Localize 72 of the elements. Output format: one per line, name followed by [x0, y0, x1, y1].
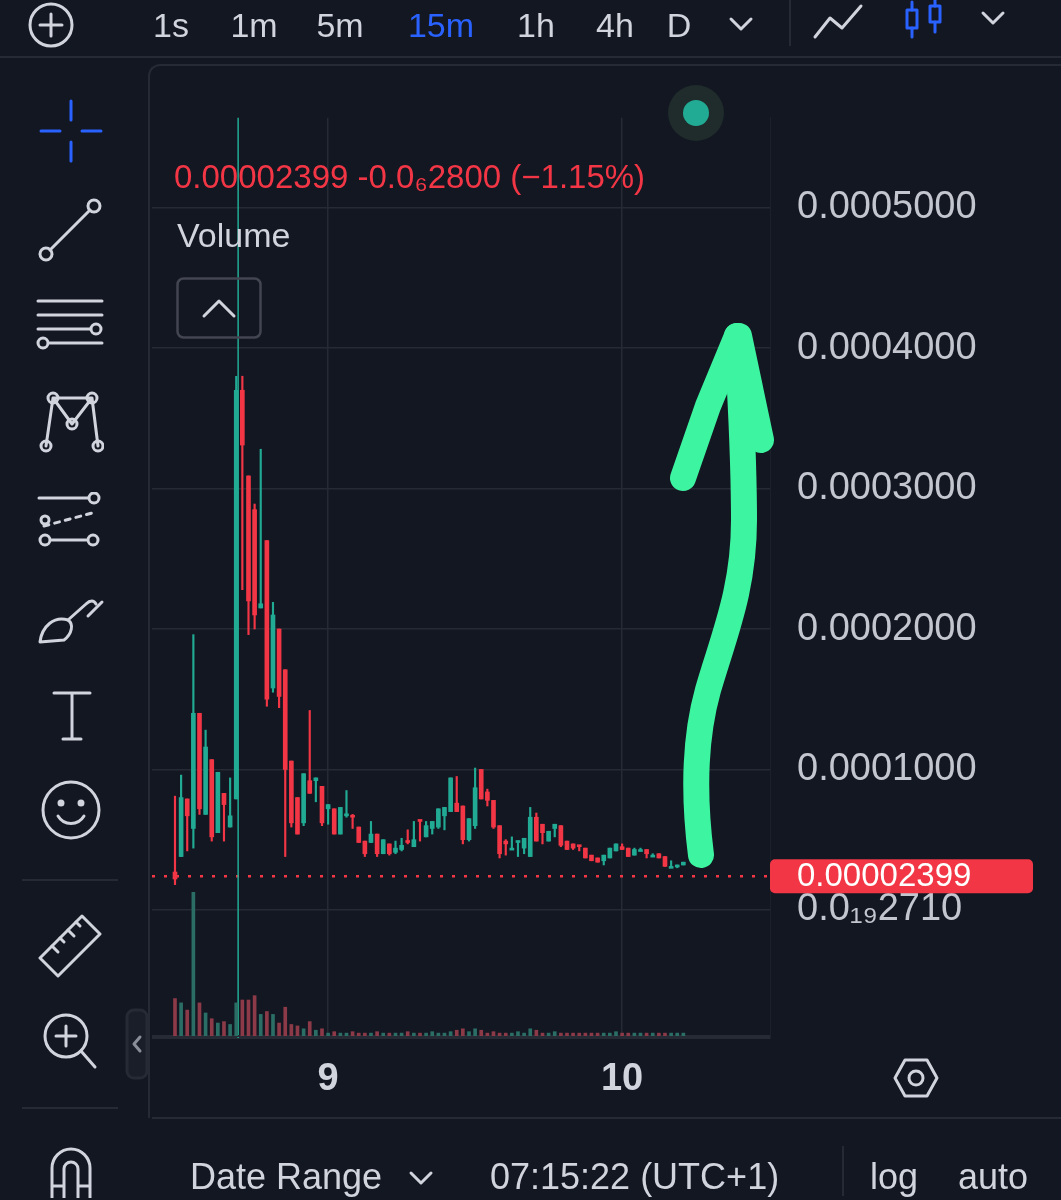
- bar: [552, 1031, 557, 1036]
- bar: [375, 1031, 379, 1036]
- bar: [430, 1031, 435, 1036]
- bar: [320, 1028, 324, 1036]
- bar: [418, 1032, 422, 1036]
- bar: [228, 1024, 232, 1036]
- bar: [614, 1031, 618, 1036]
- bar: [454, 1029, 459, 1036]
- bar: [669, 1032, 673, 1036]
- bar: [675, 1032, 680, 1036]
- bar: [571, 1032, 575, 1036]
- bar: [503, 1032, 508, 1036]
- x-tick-label: 9: [317, 1056, 339, 1099]
- text: D: [666, 6, 692, 46]
- bar: [601, 1032, 606, 1036]
- candlestick: [258, 448, 264, 609]
- bar: [620, 1032, 624, 1036]
- bar: [467, 1031, 471, 1036]
- bar: [332, 1031, 337, 1036]
- text: 1s: [153, 6, 189, 46]
- bar: [326, 1032, 330, 1036]
- bar: [363, 1032, 367, 1036]
- bar: [650, 1032, 655, 1036]
- text: 1h: [517, 6, 555, 46]
- text: 4h: [596, 6, 634, 46]
- bar: [559, 1032, 563, 1036]
- bar: [479, 1029, 484, 1036]
- bar: [271, 1014, 275, 1036]
- y-tick-label: 0.0004000: [797, 324, 977, 367]
- bar: [234, 1002, 239, 1036]
- bar: [626, 1032, 631, 1036]
- bar: [369, 1032, 373, 1036]
- bar: [522, 1032, 526, 1036]
- text: 07:15:22 (UTC+1): [490, 1156, 780, 1198]
- bar: [528, 1028, 533, 1036]
- bar: [314, 1029, 318, 1036]
- bar: [473, 1028, 477, 1036]
- text: 15m: [407, 6, 475, 46]
- bar: [461, 1028, 465, 1036]
- y-tick-label: 0.0003000: [797, 465, 977, 508]
- bar: [565, 1032, 569, 1036]
- bar: [663, 1032, 667, 1036]
- bar: [516, 1031, 520, 1036]
- bar: [577, 1032, 582, 1036]
- text: 5m: [316, 6, 364, 46]
- y-tick-label: 0.0002000: [797, 605, 977, 648]
- bar: [657, 1032, 661, 1036]
- bar: [510, 1032, 514, 1036]
- bar: [277, 1022, 281, 1036]
- x-tick-label: 10: [600, 1056, 644, 1099]
- bar: [265, 1011, 269, 1036]
- bar: [222, 1021, 226, 1036]
- bar: [307, 1021, 312, 1036]
- bar: [356, 1032, 361, 1036]
- bar: [412, 1032, 416, 1036]
- bar: [283, 1006, 288, 1036]
- bar: [179, 1002, 183, 1036]
- bar: [185, 1009, 190, 1036]
- bar: [258, 1014, 263, 1036]
- text: auto: [958, 1156, 1029, 1198]
- bar: [405, 1031, 410, 1036]
- bar: [216, 1022, 220, 1036]
- y-tick-label: 0.0001000: [797, 745, 977, 788]
- bar: [173, 998, 177, 1036]
- y-tick-label: 0.0005000: [797, 184, 977, 227]
- bar: [424, 1032, 428, 1036]
- text: Date Range: [190, 1156, 383, 1198]
- bar: [381, 1032, 386, 1036]
- bar: [209, 1018, 214, 1036]
- text: 1m: [230, 6, 278, 46]
- bar: [608, 1032, 612, 1036]
- text: log: [870, 1156, 919, 1198]
